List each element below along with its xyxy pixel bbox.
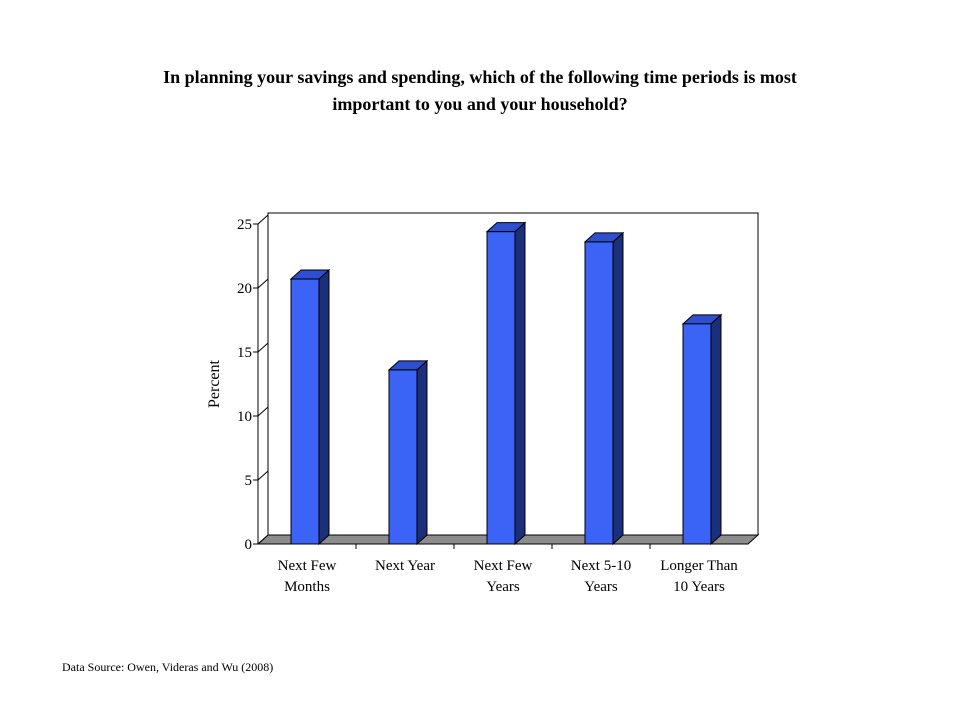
x-tick-label: Next Year	[375, 558, 435, 574]
chart-title-line-2: important to you and your household?	[332, 94, 628, 114]
y-tick-depth-line	[257, 470, 269, 481]
x-tick-label: Next Few Years	[474, 558, 533, 595]
x-tick-label-line: Next Few	[278, 558, 337, 574]
bar	[681, 313, 723, 546]
bar-side-face	[318, 268, 330, 546]
x-tick-label-line: Next Year	[375, 558, 435, 574]
y-tick-label: 5	[245, 473, 253, 489]
chart-title: In planning your savings and spending, w…	[60, 64, 900, 118]
bar-front-face	[290, 278, 320, 545]
y-tick-labels: 0 5 10 15 20 25	[237, 217, 252, 553]
x-tick-label-line: Longer Than	[660, 558, 738, 574]
x-tick-label-line: Months	[284, 579, 330, 595]
bar-front-face	[388, 369, 418, 545]
y-tick-depth-line	[257, 342, 269, 353]
y-tick-label: 15	[237, 345, 252, 361]
bar-front-face	[682, 323, 712, 545]
x-tick-label: Next 5-10 Years	[571, 558, 631, 595]
bar	[485, 221, 527, 546]
bar-side-face	[710, 313, 722, 546]
y-tick-depth-line	[257, 406, 269, 417]
bar-side-face	[514, 221, 526, 546]
bar-front-face	[486, 231, 516, 545]
x-tick-label-line: Years	[584, 579, 618, 595]
y-tick-label: 20	[237, 281, 252, 297]
y-tick-label: 25	[237, 217, 252, 233]
y-tick-depth-line	[257, 214, 269, 225]
bar	[289, 268, 331, 546]
chart-title-line-1: In planning your savings and spending, w…	[163, 67, 797, 87]
y-tick-depth-line	[257, 278, 269, 289]
bar	[387, 359, 429, 546]
bar	[583, 231, 625, 546]
bar-side-face	[612, 231, 624, 546]
y-tick-label: 0	[245, 537, 253, 553]
x-tick-label: Next Few Months	[278, 558, 337, 595]
bar-side-face	[416, 359, 428, 546]
y-tick-label: 10	[237, 409, 252, 425]
x-tick-label-line: Next 5-10	[571, 558, 631, 574]
x-tick-label-line: Years	[486, 579, 520, 595]
bars	[289, 221, 723, 546]
x-tick-label-line: Next Few	[474, 558, 533, 574]
y-tick-depth-line	[257, 534, 269, 545]
x-tick-label: Longer Than 10 Years	[660, 558, 738, 595]
x-tick-label-line: 10 Years	[673, 579, 725, 595]
bar-front-face	[584, 241, 614, 545]
y-axis-label: Percent	[206, 359, 223, 408]
data-source-note: Data Source: Owen, Videras and Wu (2008)	[62, 660, 274, 674]
